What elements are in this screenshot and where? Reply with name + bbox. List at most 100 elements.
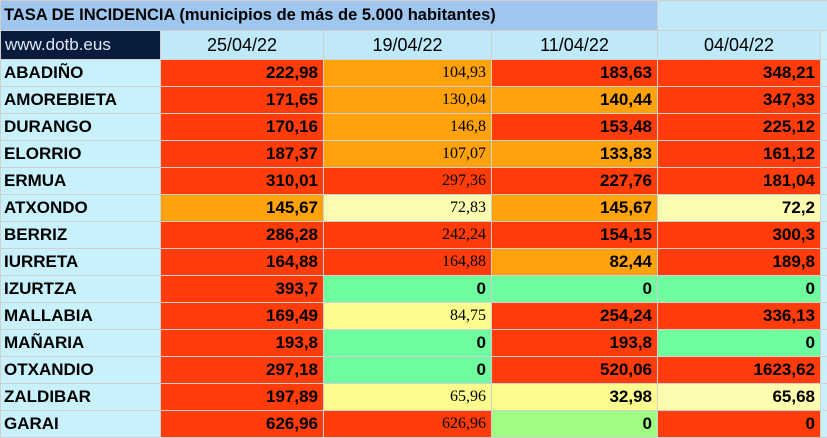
municipality-name[interactable]: IURRETA [1,249,161,276]
incidence-value-cell[interactable]: 297,18 [161,357,324,384]
incidence-value-cell[interactable]: 183,63 [492,60,658,87]
municipality-name[interactable]: DURANGO [1,114,161,141]
incidence-value-cell[interactable]: 0 [324,276,492,303]
incidence-value-cell[interactable]: 170,16 [161,114,324,141]
incidence-value-cell[interactable]: 222,98 [161,60,324,87]
incidence-value-cell[interactable]: 65,68 [658,384,821,411]
incidence-value-cell[interactable]: 65,96 [324,384,492,411]
incidence-value-cell[interactable]: 161,12 [658,141,821,168]
title-tail-cell[interactable] [658,1,827,31]
incidence-value-cell[interactable]: 193,8 [161,330,324,357]
incidence-value-cell[interactable]: 145,67 [492,195,658,222]
incidence-value-cell[interactable]: 393,7 [161,276,324,303]
incidence-value-cell[interactable]: 104,93 [324,60,492,87]
incidence-value-cell[interactable]: 181,04 [658,168,821,195]
edge-cell [821,357,827,384]
incidence-value-cell[interactable]: 164,88 [161,249,324,276]
edge-cell [821,303,827,330]
incidence-value-cell[interactable]: 154,15 [492,222,658,249]
municipality-name[interactable]: AMOREBIETA [1,87,161,114]
incidence-value-cell[interactable]: 82,44 [492,249,658,276]
municipality-name[interactable]: ATXONDO [1,195,161,222]
incidence-value-cell[interactable]: 187,37 [161,141,324,168]
incidence-value-cell[interactable]: 310,01 [161,168,324,195]
header-row: www.dotb.eus 25/04/22 19/04/22 11/04/22 … [1,31,827,60]
municipality-name[interactable]: ABADIÑO [1,60,161,87]
incidence-value-cell[interactable]: 626,96 [161,411,324,438]
incidence-value-cell[interactable]: 171,65 [161,87,324,114]
incidence-value-cell[interactable]: 0 [324,330,492,357]
incidence-value-cell[interactable]: 0 [658,276,821,303]
incidence-value-cell[interactable]: 84,75 [324,303,492,330]
site-url[interactable]: www.dotb.eus [1,31,161,60]
incidence-value-cell[interactable]: 0 [658,330,821,357]
incidence-value-cell[interactable]: 336,13 [658,303,821,330]
municipality-name[interactable]: ELORRIO [1,141,161,168]
incidence-value-cell[interactable]: 297,36 [324,168,492,195]
incidence-value-cell[interactable]: 0 [492,276,658,303]
incidence-value-cell[interactable]: 145,67 [161,195,324,222]
incidence-value-cell[interactable]: 348,21 [658,60,821,87]
incidence-value-cell[interactable]: 242,24 [324,222,492,249]
municipality-name[interactable]: MAÑARIA [1,330,161,357]
date-header[interactable]: 04/04/22 [658,31,821,60]
municipality-name[interactable]: GARAI [1,411,161,438]
edge-cell [821,330,827,357]
incidence-value-cell[interactable]: 140,44 [492,87,658,114]
incidence-value-cell[interactable]: 1623,62 [658,357,821,384]
incidence-value-cell[interactable]: 0 [324,357,492,384]
incidence-value-cell[interactable]: 107,07 [324,141,492,168]
edge-cell [821,222,827,249]
edge-cell [821,60,827,87]
municipality-name[interactable]: MALLABIA [1,303,161,330]
incidence-value-cell[interactable]: 347,33 [658,87,821,114]
table-title[interactable]: TASA DE INCIDENCIA (municipios de más de… [1,1,658,31]
incidence-value-cell[interactable]: 300,3 [658,222,821,249]
edge-cell [821,249,827,276]
edge-cell [821,411,827,438]
incidence-value-cell[interactable]: 72,2 [658,195,821,222]
incidence-value-cell[interactable]: 286,28 [161,222,324,249]
incidence-value-cell[interactable]: 626,96 [324,411,492,438]
incidence-value-cell[interactable]: 227,76 [492,168,658,195]
municipality-name[interactable]: ERMUA [1,168,161,195]
incidence-value-cell[interactable]: 520,06 [492,357,658,384]
edge-cell [821,114,827,141]
edge-cell [821,168,827,195]
incidence-value-cell[interactable]: 189,8 [658,249,821,276]
municipality-name[interactable]: ZALDIBAR [1,384,161,411]
incidence-value-cell[interactable]: 133,83 [492,141,658,168]
incidence-value-cell[interactable]: 146,8 [324,114,492,141]
municipality-name[interactable]: BERRIZ [1,222,161,249]
incidence-value-cell[interactable]: 164,88 [324,249,492,276]
municipality-name[interactable]: OTXANDIO [1,357,161,384]
municipality-name[interactable]: IZURTZA [1,276,161,303]
edge-cell [821,87,827,114]
incidence-value-cell[interactable]: 72,83 [324,195,492,222]
date-header[interactable]: 25/04/22 [161,31,324,60]
incidence-value-cell[interactable]: 153,48 [492,114,658,141]
incidence-value-cell[interactable]: 254,24 [492,303,658,330]
incidence-value-cell[interactable]: 197,89 [161,384,324,411]
date-header[interactable]: 19/04/22 [324,31,492,60]
title-row: TASA DE INCIDENCIA (municipios de más de… [1,1,827,31]
incidence-value-cell[interactable]: 32,98 [492,384,658,411]
date-header[interactable]: 11/04/22 [492,31,658,60]
incidence-value-cell[interactable]: 0 [658,411,821,438]
incidence-value-cell[interactable]: 193,8 [492,330,658,357]
incidence-value-cell[interactable]: 225,12 [658,114,821,141]
incidence-value-cell[interactable]: 169,49 [161,303,324,330]
incidence-value-cell[interactable]: 0 [492,411,658,438]
incidence-value-cell[interactable]: 130,04 [324,87,492,114]
